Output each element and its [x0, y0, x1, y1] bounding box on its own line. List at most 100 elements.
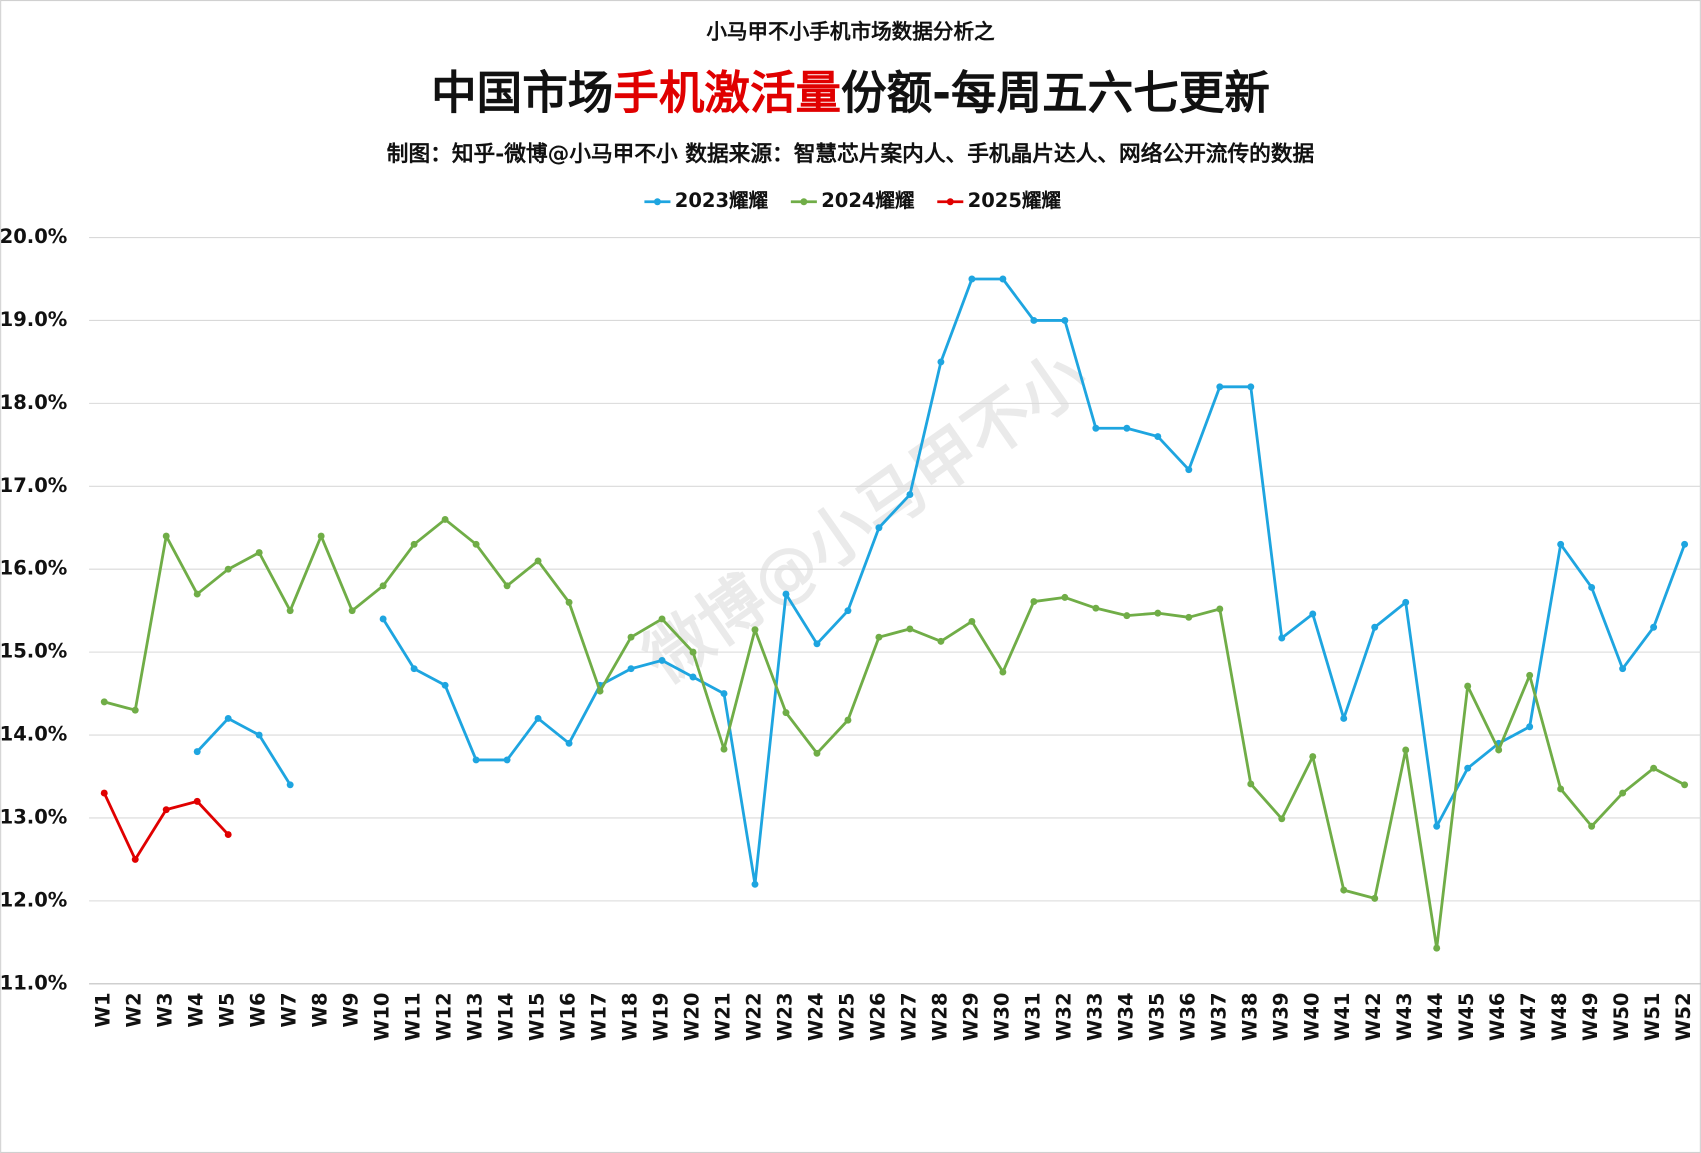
point [1278, 634, 1286, 642]
y-tick-label: 13.0% [0, 805, 67, 828]
point [1340, 886, 1348, 894]
point [1402, 746, 1410, 754]
point [503, 582, 511, 590]
point [689, 648, 697, 656]
point [1154, 433, 1162, 441]
x-tick-label: W51 [1641, 992, 1664, 1041]
x-tick-label: W45 [1455, 992, 1478, 1041]
point [1247, 383, 1255, 391]
y-tick-label: 19.0% [0, 308, 67, 331]
x-tick-label: W19 [650, 992, 673, 1041]
point [658, 615, 666, 623]
title-part: 中国市场 [431, 66, 613, 119]
x-tick-label: W40 [1300, 992, 1323, 1041]
point [875, 524, 883, 532]
x-tick-label: W3 [154, 992, 177, 1027]
point [1650, 623, 1658, 631]
legend-swatch-dot [946, 198, 954, 206]
point [689, 673, 697, 681]
point [751, 880, 759, 888]
point [224, 714, 232, 722]
point [1278, 815, 1286, 823]
point [844, 607, 852, 615]
legend-label: 2025耀耀 [968, 189, 1062, 212]
legend-swatch-dot [800, 198, 808, 206]
point [1433, 822, 1441, 830]
x-tick-label: W15 [526, 992, 549, 1041]
point [627, 665, 635, 673]
x-tick-label: W49 [1579, 992, 1602, 1041]
point [286, 781, 294, 789]
x-tick-label: W16 [557, 992, 580, 1041]
point [1433, 944, 1441, 952]
point [658, 656, 666, 664]
x-tick-label: W27 [897, 992, 920, 1041]
point [751, 626, 759, 634]
y-tick-label: 14.0% [0, 723, 67, 746]
x-tick-label: W5 [216, 992, 239, 1027]
point [472, 756, 480, 764]
x-tick-label: W14 [495, 992, 518, 1041]
point [131, 855, 139, 863]
point [782, 709, 790, 717]
point [813, 640, 821, 648]
point [534, 714, 542, 722]
point [1464, 682, 1472, 690]
x-tick-label: W11 [402, 992, 425, 1041]
point [1092, 604, 1100, 612]
point [906, 491, 914, 499]
point [410, 540, 418, 548]
point [1340, 714, 1348, 722]
x-tick-label: W6 [247, 992, 270, 1027]
point [100, 789, 108, 797]
y-tick-label: 17.0% [0, 474, 67, 497]
point [379, 615, 387, 623]
point [162, 806, 170, 814]
x-tick-label: W2 [123, 992, 146, 1027]
x-tick-label: W7 [278, 992, 301, 1027]
x-tick-label: W29 [959, 992, 982, 1041]
point [968, 617, 976, 625]
point [162, 532, 170, 540]
point [410, 665, 418, 673]
x-tick-label: W37 [1207, 992, 1230, 1041]
point [1030, 316, 1038, 324]
point [1371, 623, 1379, 631]
pretitle: 小马甲不小手机市场数据分析之 [706, 20, 995, 44]
point [999, 275, 1007, 283]
x-tick-label: W43 [1393, 992, 1416, 1041]
point [968, 275, 976, 283]
title-part: 手机激活量 [613, 66, 841, 119]
x-tick-label: W50 [1610, 992, 1633, 1041]
x-tick-label: W22 [742, 992, 765, 1041]
point [1154, 609, 1162, 617]
point [1681, 781, 1689, 789]
x-tick-label: W35 [1145, 992, 1168, 1041]
point [193, 748, 201, 756]
point [937, 637, 945, 645]
point [1464, 764, 1472, 772]
point [1557, 785, 1565, 793]
point [1371, 894, 1379, 902]
point [472, 540, 480, 548]
point [999, 668, 1007, 676]
point [1309, 610, 1317, 618]
y-tick-label: 16.0% [0, 557, 67, 580]
x-tick-label: W38 [1238, 992, 1261, 1041]
point [534, 557, 542, 565]
point [255, 549, 263, 557]
point [720, 745, 728, 753]
point [720, 690, 728, 698]
point [1123, 612, 1131, 620]
point [875, 633, 883, 641]
point [1247, 780, 1255, 788]
point [317, 532, 325, 540]
point [1309, 753, 1317, 761]
point [1061, 316, 1069, 324]
x-tick-label: W9 [340, 992, 363, 1027]
point [1588, 583, 1596, 591]
point [1030, 598, 1038, 606]
point [224, 565, 232, 573]
